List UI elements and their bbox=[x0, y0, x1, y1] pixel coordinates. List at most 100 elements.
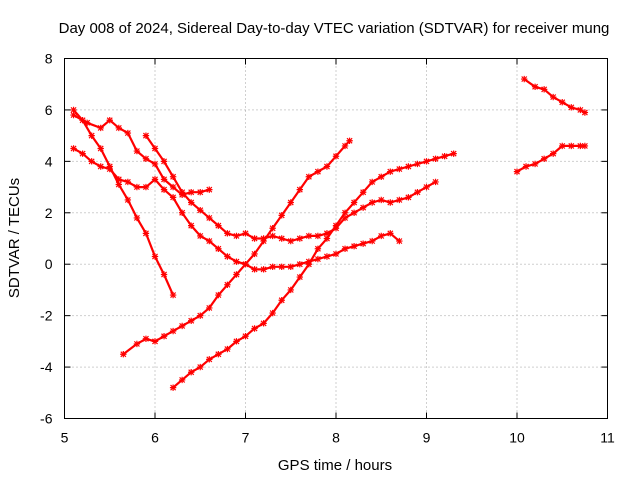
data-point bbox=[120, 351, 127, 358]
data-point bbox=[287, 199, 294, 206]
data-point bbox=[346, 137, 353, 144]
data-point bbox=[450, 150, 457, 157]
data-point bbox=[414, 189, 421, 196]
data-point bbox=[521, 75, 528, 83]
data-point bbox=[314, 168, 322, 175]
data-point bbox=[206, 237, 213, 245]
data-point bbox=[197, 207, 204, 214]
data-point bbox=[70, 111, 77, 119]
data-point bbox=[432, 155, 439, 162]
data-point bbox=[215, 351, 222, 358]
data-point bbox=[169, 327, 177, 335]
data-point bbox=[341, 142, 349, 150]
data-point bbox=[97, 124, 104, 132]
data-point bbox=[522, 163, 530, 170]
data-point bbox=[341, 209, 349, 216]
data-point bbox=[142, 155, 150, 162]
data-point bbox=[531, 83, 539, 90]
data-point bbox=[305, 232, 313, 240]
data-point bbox=[142, 230, 150, 237]
data-point bbox=[224, 345, 231, 353]
data-point bbox=[314, 255, 322, 263]
x-tick-label: 8 bbox=[332, 430, 340, 446]
data-point bbox=[405, 163, 412, 170]
data-point bbox=[233, 271, 240, 278]
data-point bbox=[314, 232, 322, 240]
data-point bbox=[260, 237, 267, 245]
series-track-8-points bbox=[521, 75, 589, 116]
data-point bbox=[550, 93, 557, 101]
data-point bbox=[359, 240, 367, 247]
data-point bbox=[83, 119, 91, 126]
data-point bbox=[540, 86, 548, 93]
data-point bbox=[115, 124, 122, 132]
data-point bbox=[296, 235, 303, 242]
data-point bbox=[88, 158, 95, 165]
data-point bbox=[269, 263, 276, 270]
data-point bbox=[206, 356, 213, 363]
data-point bbox=[160, 176, 168, 183]
data-point bbox=[188, 222, 195, 229]
series-track-5 bbox=[122, 139, 351, 356]
data-point bbox=[160, 186, 168, 193]
data-point bbox=[278, 297, 285, 304]
data-point bbox=[169, 384, 177, 391]
y-tick-label: 8 bbox=[45, 51, 53, 67]
data-point bbox=[233, 232, 240, 240]
data-point bbox=[188, 317, 195, 324]
data-point bbox=[269, 225, 276, 232]
data-point bbox=[169, 183, 177, 191]
data-point bbox=[151, 253, 159, 260]
y-tick-label: -4 bbox=[40, 359, 53, 375]
data-point bbox=[133, 147, 141, 155]
data-point bbox=[224, 281, 231, 288]
data-point bbox=[387, 199, 394, 206]
y-axis-title: SDTVAR / TECUs bbox=[6, 178, 23, 298]
data-point bbox=[550, 150, 557, 157]
data-point bbox=[197, 189, 204, 196]
data-point bbox=[568, 142, 575, 150]
data-point bbox=[251, 250, 258, 258]
data-point bbox=[133, 183, 141, 191]
data-point bbox=[396, 237, 403, 245]
data-point bbox=[142, 183, 150, 191]
x-tick-label: 9 bbox=[423, 430, 431, 446]
data-point bbox=[115, 176, 122, 183]
data-point bbox=[178, 209, 186, 216]
data-point bbox=[378, 196, 385, 204]
data-point bbox=[169, 194, 177, 201]
data-point bbox=[206, 214, 213, 222]
data-point bbox=[577, 142, 584, 150]
data-point bbox=[115, 181, 122, 188]
data-point bbox=[242, 230, 249, 237]
data-point bbox=[305, 261, 313, 268]
data-point bbox=[160, 271, 168, 278]
data-point bbox=[178, 189, 186, 196]
data-point bbox=[350, 199, 358, 206]
data-point bbox=[233, 258, 240, 265]
data-point bbox=[423, 158, 430, 165]
data-point bbox=[188, 189, 195, 196]
data-point bbox=[251, 235, 258, 242]
data-point bbox=[79, 150, 86, 157]
chart-title: Day 008 of 2024, Sidereal Day-to-day VTE… bbox=[59, 20, 610, 37]
data-point bbox=[106, 165, 113, 173]
data-point bbox=[323, 253, 331, 260]
data-point bbox=[224, 230, 231, 237]
data-point bbox=[287, 263, 294, 270]
data-point bbox=[188, 369, 195, 376]
y-tick-label: 4 bbox=[45, 153, 53, 169]
data-point bbox=[359, 204, 367, 211]
data-point bbox=[423, 183, 430, 191]
data-point bbox=[305, 173, 313, 180]
data-point bbox=[278, 235, 285, 242]
data-point bbox=[341, 245, 349, 252]
data-point bbox=[97, 163, 104, 170]
data-point bbox=[287, 286, 294, 294]
data-point bbox=[206, 186, 213, 193]
data-point bbox=[287, 237, 294, 245]
data-point bbox=[369, 199, 376, 206]
data-point bbox=[169, 173, 177, 180]
y-tick-label: 0 bbox=[45, 256, 53, 272]
data-point bbox=[160, 333, 168, 340]
